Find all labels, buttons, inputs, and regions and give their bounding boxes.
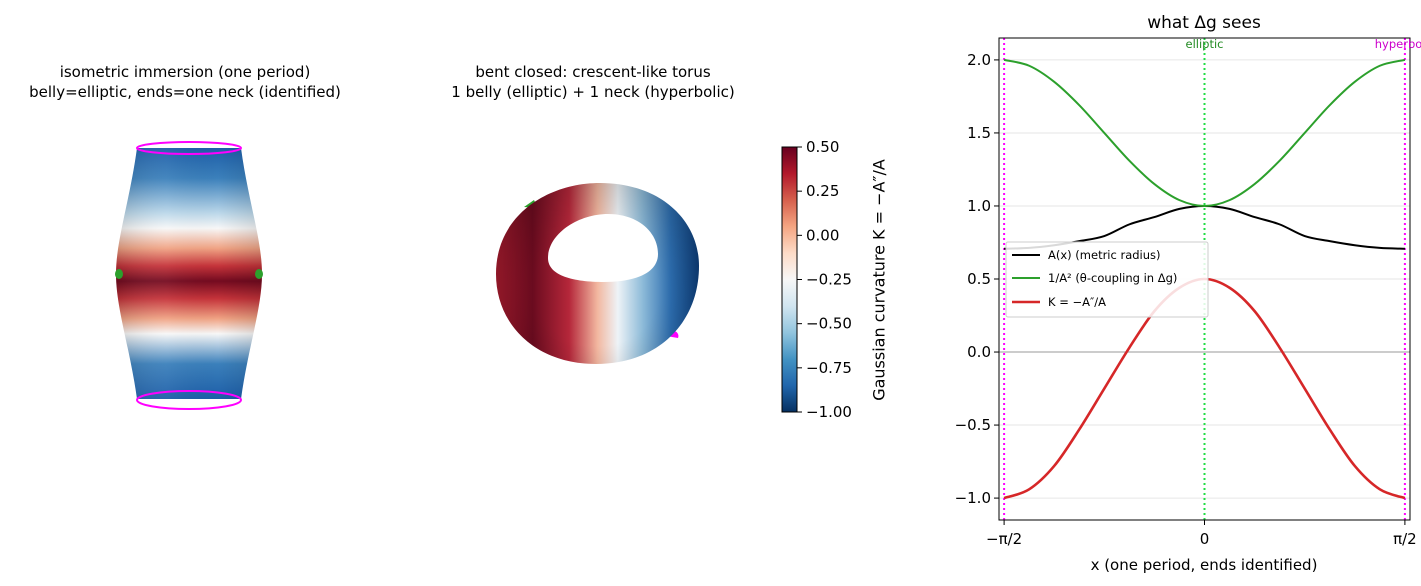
- y-tick-label: 0.5: [967, 270, 991, 288]
- belly-marker-left: [115, 269, 123, 279]
- panel1-title-line1: isometric immersion (one period): [59, 63, 311, 81]
- y-axis-ticks: −1.0 −0.5 0.0 0.5 1.0 1.5 2.0: [955, 51, 999, 507]
- y-tick-label: 1.0: [967, 197, 991, 215]
- marker-line-label: hyperbolic: [1375, 37, 1421, 51]
- panel2-title: bent closed: crescent-like torus 1 belly…: [408, 62, 778, 102]
- colorbar-tick-label: 0.00: [806, 226, 839, 244]
- neck-ring-top: [136, 141, 242, 155]
- series-line-1: [1003, 58, 1406, 207]
- colorbar-ticks: 0.50 0.25 0.00 −0.25 −0.50 −0.75 −1.00: [797, 138, 852, 421]
- x-axis-label: x (one period, ends identified): [1091, 556, 1318, 574]
- y-tick-label: 1.5: [967, 124, 991, 142]
- marker-line-label: elliptic: [1186, 37, 1224, 51]
- y-tick-label: −1.0: [955, 489, 991, 507]
- x-tick-label: −π/2: [986, 530, 1022, 548]
- y-tick-label: 2.0: [967, 51, 991, 69]
- colorbar-tick-label: 0.25: [806, 182, 839, 200]
- colorbar-tick-label: −0.75: [806, 359, 852, 377]
- colorbar-label: Gaussian curvature K = −A″/A: [870, 159, 889, 401]
- panel1-title-line2: belly=elliptic, ends=one neck (identifie…: [29, 83, 341, 101]
- legend-label-K: K = −A″/A: [1048, 295, 1106, 309]
- chart-title: what Δg sees: [1147, 13, 1261, 33]
- belly-shading: [116, 148, 262, 399]
- x-tick-label: π/2: [1393, 530, 1417, 548]
- colorbar-tick-label: −1.00: [806, 403, 852, 421]
- legend-box: [1005, 241, 1209, 318]
- y-tick-label: 0.0: [967, 343, 991, 361]
- y-tick-label: −0.5: [955, 416, 991, 434]
- legend-label-A: A(x) (metric radius): [1048, 248, 1161, 262]
- belly-marker-right: [255, 269, 263, 279]
- legend: A(x) (metric radius) 1/A² (θ-coupling in…: [1005, 241, 1209, 318]
- colorbar-gradient-bar: [781, 146, 798, 413]
- marker-line-labels: elliptic hyperbolic: [1186, 37, 1421, 51]
- colorbar-tick-label: −0.50: [806, 315, 852, 333]
- line-chart: what Δg sees −1.0 −0.5 0.0 0.5 1.0 1.5 2.0 −π/…: [955, 13, 1421, 574]
- x-tick-label: 0: [1200, 530, 1210, 548]
- panel1-title: isometric immersion (one period) belly=e…: [0, 62, 370, 102]
- legend-label-invA2: 1/A² (θ-coupling in Δg): [1048, 271, 1177, 285]
- torus-shading: [496, 183, 699, 364]
- x-axis-ticks: −π/2 0 π/2: [986, 520, 1417, 548]
- neck-ring-bottom: [136, 390, 242, 410]
- colorbar-tick-label: −0.25: [806, 271, 852, 289]
- colorbar-tick-label: 0.50: [806, 138, 839, 156]
- colorbar: 0.50 0.25 0.00 −0.25 −0.50 −0.75 −1.00 Gaussia…: [781, 138, 889, 421]
- surface-torus: [496, 183, 699, 364]
- surface-belly: [115, 141, 263, 410]
- panel2-title-line2: 1 belly (elliptic) + 1 neck (hyperbolic): [451, 83, 735, 101]
- panel2-title-line1: bent closed: crescent-like torus: [475, 63, 711, 81]
